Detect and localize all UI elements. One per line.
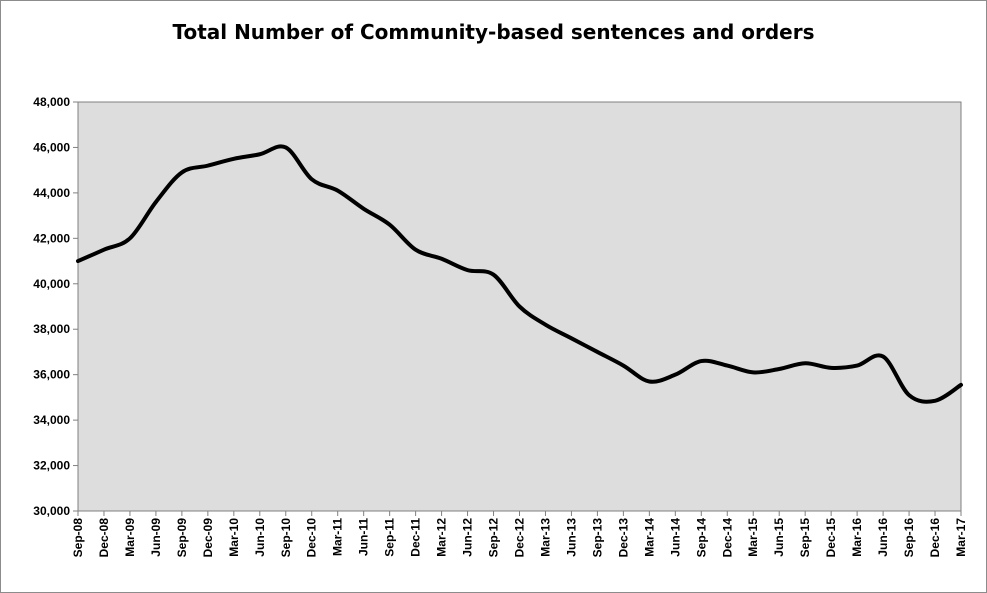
data-point: [959, 383, 963, 387]
x-tick-label: Dec-13: [616, 518, 630, 558]
y-tick-label: 48,000: [33, 95, 70, 109]
x-tick-label: Mar-13: [538, 518, 552, 557]
data-point: [933, 399, 937, 403]
chart-title: Total Number of Community-based sentence…: [172, 20, 815, 44]
y-tick-label: 40,000: [33, 277, 70, 291]
data-point: [492, 273, 496, 277]
x-tick-label: Jun-14: [668, 518, 682, 557]
data-point: [803, 361, 807, 365]
y-tick-label: 36,000: [33, 368, 70, 382]
x-tick-label: Jun-09: [149, 518, 163, 557]
data-point: [414, 248, 418, 252]
x-tick-label: Dec-09: [201, 518, 215, 558]
x-tick-label: Mar-16: [850, 518, 864, 557]
data-point: [154, 200, 158, 204]
x-tick-label: Dec-16: [928, 518, 942, 558]
data-point: [466, 268, 470, 272]
x-tick-label: Sep-13: [590, 518, 604, 558]
data-point: [751, 370, 755, 374]
data-point: [336, 189, 340, 193]
x-tick-label: Jun-12: [461, 518, 475, 557]
x-tick-label: Mar-12: [435, 518, 449, 557]
data-point: [647, 379, 651, 383]
x-tick-label: Dec-11: [409, 518, 423, 557]
x-tick-label: Dec-08: [97, 518, 111, 558]
x-tick-label: Mar-17: [954, 518, 968, 557]
x-tick-label: Jun-13: [564, 518, 578, 557]
data-point: [699, 359, 703, 363]
x-tick-label: Dec-15: [824, 518, 838, 558]
x-tick-label: Dec-12: [513, 518, 527, 558]
x-tick-label: Mar-14: [642, 518, 656, 557]
y-tick-label: 46,000: [33, 140, 70, 154]
x-tick-label: Jun-15: [772, 518, 786, 557]
x-tick-label: Sep-09: [175, 518, 189, 558]
y-tick-label: 44,000: [33, 186, 70, 200]
data-point: [76, 259, 80, 263]
data-point: [258, 152, 262, 156]
x-tick-label: Sep-08: [71, 518, 85, 558]
x-tick-label: Dec-14: [720, 518, 734, 558]
data-point: [440, 257, 444, 261]
data-point: [725, 364, 729, 368]
x-tick-label: Sep-16: [902, 518, 916, 558]
data-point: [128, 236, 132, 240]
data-point: [829, 366, 833, 370]
x-tick-label: Mar-10: [227, 518, 241, 557]
y-tick-label: 32,000: [33, 459, 70, 473]
data-point: [102, 248, 106, 252]
x-tick-label: Sep-10: [279, 518, 293, 558]
data-point: [362, 207, 366, 211]
y-tick-label: 42,000: [33, 231, 70, 245]
data-point: [180, 170, 184, 174]
data-point: [206, 164, 210, 168]
x-tick-label: Jun-16: [876, 518, 890, 557]
data-point: [388, 223, 392, 227]
y-tick-label: 30,000: [33, 504, 70, 518]
y-tick-label: 38,000: [33, 322, 70, 336]
x-tick-label: Jun-11: [357, 518, 371, 556]
data-point: [232, 157, 236, 161]
data-point: [621, 364, 625, 368]
series-layer: [76, 144, 963, 404]
x-tick-label: Sep-11: [383, 518, 397, 557]
data-point: [855, 364, 859, 368]
x-tick-label: Mar-11: [331, 518, 345, 556]
data-point: [284, 145, 288, 149]
y-tick-label: 34,000: [33, 413, 70, 427]
data-point: [543, 323, 547, 327]
data-point: [881, 354, 885, 358]
data-point: [310, 177, 314, 181]
x-tick-label: Sep-12: [487, 518, 501, 558]
axes: 30,000 32,000 34,000 36,000 38,000 40,000 42,0…: [33, 95, 968, 557]
data-point: [907, 393, 911, 397]
x-tick-label: Mar-09: [123, 518, 137, 557]
data-point: [673, 373, 677, 377]
x-tick-label: Dec-10: [305, 518, 319, 558]
x-tick-label: Sep-15: [798, 518, 812, 558]
data-point: [569, 336, 573, 340]
x-tick-label: Jun-10: [253, 518, 267, 557]
data-point: [518, 305, 521, 308]
x-tick-label: Mar-15: [746, 518, 760, 557]
data-point: [777, 367, 781, 371]
x-tick-label: Sep-14: [694, 518, 708, 558]
data-point: [595, 350, 599, 354]
